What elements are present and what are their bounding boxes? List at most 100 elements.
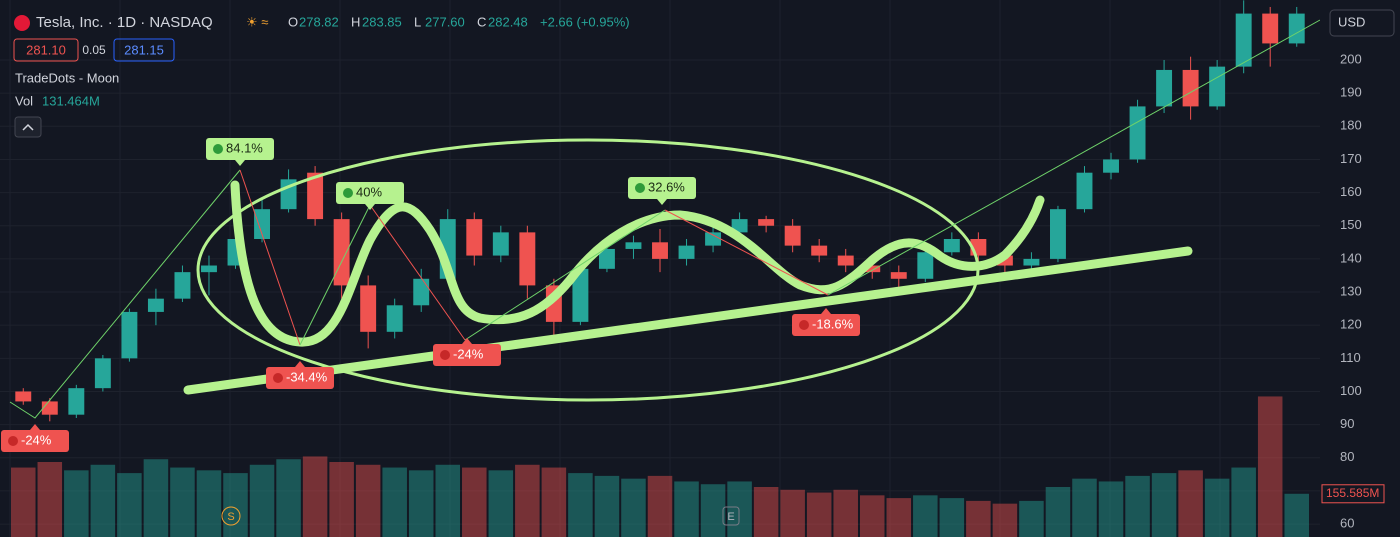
volume-bar — [1045, 487, 1071, 537]
candle-body — [413, 278, 430, 306]
y-tick-label: 170 — [1340, 151, 1362, 166]
candle-body — [1023, 258, 1040, 266]
volume-bar — [1178, 470, 1203, 537]
indicator: TradeDots - Moon — [15, 70, 119, 85]
annotation-box — [433, 344, 501, 366]
volume-bar — [515, 464, 540, 537]
volume-bar — [568, 473, 593, 537]
freehand-drawing — [230, 180, 1045, 347]
candle-body — [758, 219, 775, 226]
candle-body — [625, 242, 642, 249]
candle-body — [386, 305, 403, 332]
volume-bar — [674, 481, 699, 537]
volume-bar — [302, 456, 328, 537]
candle-body — [360, 285, 377, 332]
volume-bar — [64, 470, 89, 537]
candle-body — [254, 209, 270, 239]
y-tick-label: 190 — [1340, 85, 1362, 100]
ask-box[interactable] — [113, 38, 175, 62]
candle-body — [1182, 69, 1199, 107]
y-tick-label: 180 — [1340, 118, 1362, 133]
volume-pane — [11, 396, 1309, 537]
logo — [14, 15, 30, 31]
volume-bar — [408, 470, 434, 537]
symbol: Tesla, Inc. · 1D · NASDAQ — [36, 14, 213, 31]
candle-body — [492, 232, 509, 256]
annotation-label: -24% — [21, 432, 52, 447]
volume-bar — [11, 467, 36, 537]
volume-bar — [1257, 396, 1283, 537]
ohlc-key: H — [351, 14, 360, 29]
marker-label: E — [727, 511, 734, 523]
volume-bar — [1231, 467, 1256, 537]
y-tick-label: 130 — [1340, 283, 1362, 298]
axis-labels: 6070809010011012013014015016017018019020… — [1321, 51, 1385, 531]
volume-bar — [966, 500, 991, 537]
volume-bar — [753, 487, 779, 537]
volume-bar — [992, 503, 1018, 537]
ohlc: O 278.82 H 283.85 L 277.60 C 282.48 — [288, 14, 528, 29]
annotation-box — [206, 138, 274, 160]
candle-body — [15, 391, 32, 402]
candle-body — [837, 255, 854, 266]
annotation-label: -34.4% — [286, 369, 328, 384]
candle-body — [1129, 106, 1146, 160]
volume-bar — [541, 467, 567, 537]
annotation-label: 40% — [356, 184, 382, 199]
volume-bar — [886, 498, 912, 537]
candle-body — [1209, 66, 1226, 107]
y-tick-label: 200 — [1340, 51, 1362, 66]
candle-body — [652, 242, 668, 259]
volume-bar — [196, 470, 222, 537]
annotation-dot — [8, 436, 18, 446]
volume-bar — [90, 464, 116, 537]
annotation-box — [628, 177, 696, 199]
change: +2.66 (+0.95%) — [540, 14, 630, 29]
candle-body — [121, 311, 138, 359]
volume-bar — [37, 462, 63, 537]
annotation-pointer — [365, 204, 375, 210]
ohlc-value: 282.48 — [488, 14, 528, 29]
spread: 0.05 — [82, 43, 106, 57]
annotation-pointer — [30, 424, 40, 430]
volume-bar — [117, 473, 142, 537]
annotation-pointer — [462, 338, 472, 344]
annotation-dot — [799, 320, 809, 330]
ohlc-key: L — [414, 14, 421, 29]
y-tick-label: 160 — [1340, 184, 1362, 199]
annotations: -24% 84.1% -34.4% 40% -24% 32.6% -18.6% — [1, 138, 860, 452]
volume-axis-label: 155.585M — [1326, 486, 1379, 500]
annotation-pointer — [657, 199, 667, 205]
split-marker[interactable] — [221, 506, 241, 526]
candle-body — [864, 265, 881, 273]
volume-bar — [435, 464, 461, 537]
candle-body — [598, 248, 615, 269]
annotation-pointer — [295, 361, 305, 367]
volume-bar — [806, 492, 832, 537]
bid: 281.10 — [26, 42, 66, 57]
volume-bar — [1151, 473, 1177, 537]
currency-button[interactable] — [1329, 9, 1395, 37]
annotation-label: 84.1% — [226, 140, 263, 155]
bid-box[interactable] — [13, 38, 79, 62]
candle-body — [705, 232, 722, 246]
candle-body — [201, 265, 217, 273]
candle-body — [811, 245, 828, 256]
volume-bar — [939, 498, 965, 537]
y-tick-label: 100 — [1340, 383, 1362, 398]
volume-bar — [700, 484, 726, 537]
collapse-button[interactable] — [14, 116, 42, 138]
vol-label: Vol — [15, 93, 33, 108]
volume-bar — [859, 495, 885, 537]
price-axis — [1320, 0, 1400, 537]
volume-axis-tag — [1321, 484, 1385, 504]
earnings-marker[interactable] — [722, 506, 740, 526]
candle-body — [1235, 13, 1252, 67]
annotation-box — [336, 182, 404, 204]
annotation-dot — [635, 183, 645, 193]
y-tick-label: 60 — [1340, 516, 1354, 531]
annotation-box — [1, 430, 69, 452]
annotation-dot — [273, 373, 283, 383]
candle-body — [333, 219, 350, 286]
annotation-label: -18.6% — [812, 316, 854, 331]
